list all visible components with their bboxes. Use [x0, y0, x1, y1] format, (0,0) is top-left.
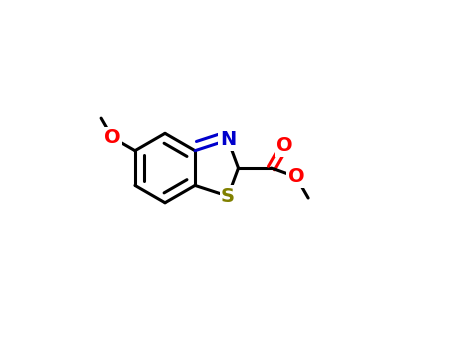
Text: O: O	[104, 128, 121, 147]
Text: O: O	[288, 167, 304, 187]
Text: S: S	[221, 187, 235, 206]
Text: O: O	[276, 136, 293, 155]
Text: N: N	[220, 131, 236, 149]
